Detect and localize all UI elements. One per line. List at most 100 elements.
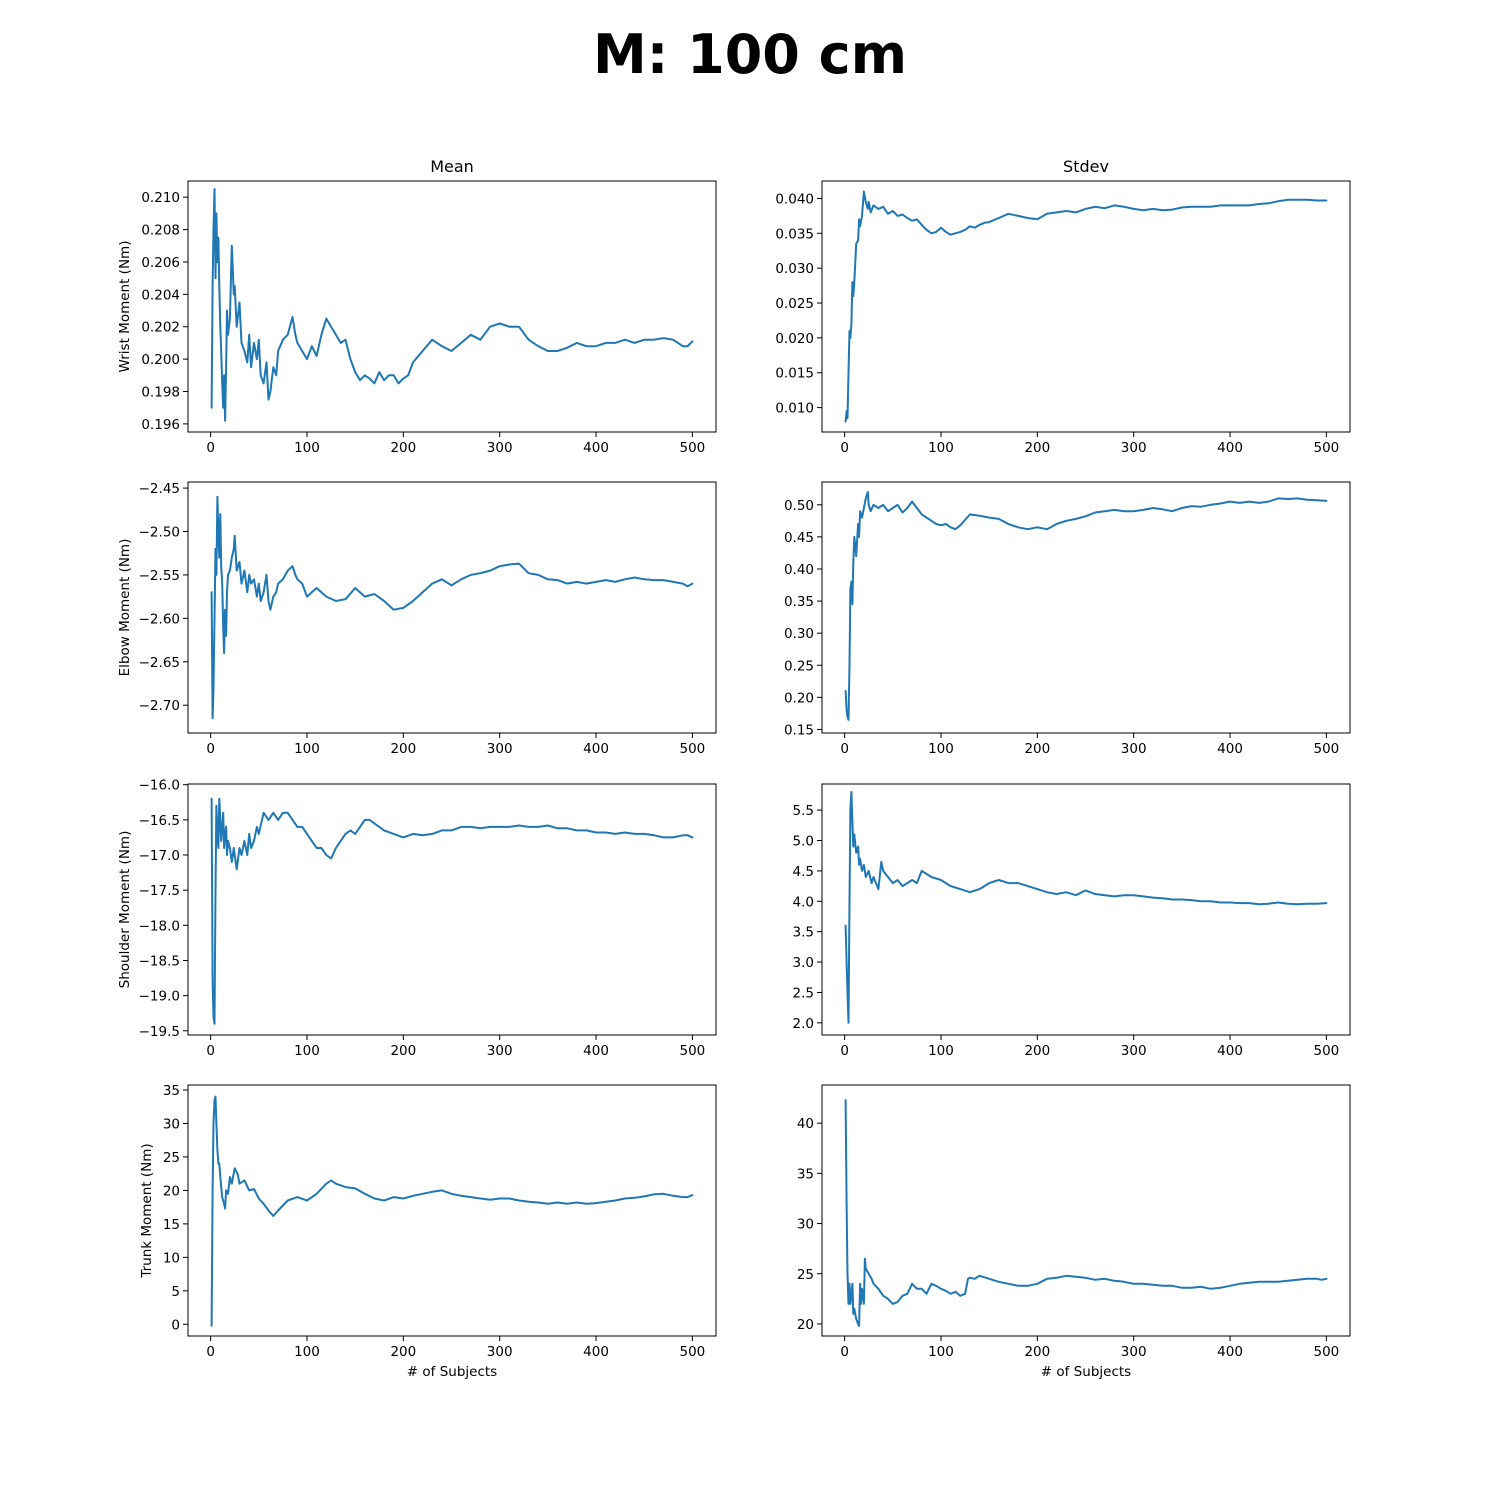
x-tick-label: 300: [1121, 1043, 1147, 1059]
figure-suptitle: M: 100 cm: [593, 23, 907, 86]
y-tick-label: −2.45: [139, 481, 180, 497]
x-tick-label: 300: [487, 1043, 513, 1059]
x-tick-label: 300: [487, 440, 513, 456]
y-tick-label: 0.015: [775, 366, 814, 382]
axes-frame: [187, 1084, 717, 1337]
axes-frame: [821, 1084, 1351, 1337]
x-tick-label: 200: [1024, 440, 1050, 456]
y-tick-label: 0: [171, 1317, 180, 1333]
y-tick-label: −17.5: [139, 883, 180, 899]
y-tick-label: 0.020: [775, 331, 814, 347]
column-title-mean: Mean: [430, 157, 474, 176]
x-tick-label: 500: [1314, 741, 1340, 757]
y-tick-label: −2.55: [139, 568, 180, 584]
y-tick-label: −17.0: [139, 848, 180, 864]
subplot-elbow-mean: 0 100 200 300 400 500 −2.70 −2.65 −2.60 −2.55 −2.5…: [117, 481, 717, 757]
y-tick-label: 2.5: [793, 985, 814, 1001]
x-tick-label: 500: [680, 1344, 706, 1360]
x-tick-label: 200: [390, 1344, 416, 1360]
x-tick-label: 0: [206, 741, 215, 757]
x-tick-label: 0: [206, 1043, 215, 1059]
y-tick-label: −18.5: [139, 953, 180, 969]
subplot-wrist-mean: 0 100 200 300 400 500 0.196 0.198 0.200 0.202 0.20…: [117, 180, 717, 456]
y-tick-label: −19.5: [139, 1024, 180, 1040]
x-tick-label: 100: [294, 440, 320, 456]
axes-frame: [187, 180, 717, 433]
y-tick-label: 0.040: [775, 191, 814, 207]
y-tick-label: 0.010: [775, 401, 814, 417]
x-tick-label: 300: [1121, 1344, 1147, 1360]
series-line-elbow-stdev: [844, 491, 1328, 721]
y-tick-label: 0.030: [775, 261, 814, 277]
y-tick-label: 0.204: [141, 287, 180, 303]
y-tick-label: −2.60: [139, 611, 180, 627]
x-tick-label: 400: [583, 440, 609, 456]
x-tick-label: 400: [583, 1043, 609, 1059]
y-tick-label: 0.40: [784, 562, 814, 578]
x-tick-label: 300: [1121, 440, 1147, 456]
x-tick-label: 200: [390, 1043, 416, 1059]
subplot-elbow-stdev: 0 100 200 300 400 500 0.15 0.20 0.25 0.30 0.35 0.40…: [784, 481, 1351, 757]
y-tick-label: 0.20: [784, 690, 814, 706]
x-tick-label: 100: [928, 440, 954, 456]
x-tick-label: 200: [390, 741, 416, 757]
subplot-trunk-mean: 0 100 200 300 400 500 0 5 10 15 20 25 30 35 Trunk Mome…: [139, 1083, 717, 1380]
x-tick-label: 500: [680, 1043, 706, 1059]
x-tick-label: 0: [840, 741, 849, 757]
series-line-wrist-stdev: [844, 190, 1328, 423]
x-tick-label: 500: [1314, 440, 1340, 456]
axes-frame: [821, 783, 1351, 1036]
y-tick-label: 0.200: [141, 352, 180, 368]
y-tick-label: 3.0: [793, 955, 814, 971]
x-tick-label: 400: [583, 1344, 609, 1360]
y-tick-label: 0.30: [784, 626, 814, 642]
y-tick-label: 10: [163, 1250, 180, 1266]
axes-frame: [187, 783, 717, 1036]
y-tick-label: 5.5: [793, 803, 814, 819]
y-tick-label: 25: [797, 1267, 814, 1283]
x-axis-label: # of Subjects: [407, 1364, 497, 1380]
y-tick-label: 0.206: [141, 255, 180, 271]
x-tick-label: 100: [294, 1344, 320, 1360]
series-line-wrist-mean: [210, 188, 694, 422]
y-tick-label: 35: [797, 1166, 814, 1182]
x-tick-label: 0: [206, 440, 215, 456]
subplot-shoulder-stdev: 0 100 200 300 400 500 2.0 2.5 3.0 3.5 4.0 4.5 5.0 5.5: [793, 783, 1351, 1059]
x-tick-label: 400: [1217, 1344, 1243, 1360]
x-tick-label: 400: [1217, 741, 1243, 757]
y-tick-label: 0.35: [784, 594, 814, 610]
y-tick-label: 3.5: [793, 925, 814, 941]
x-tick-label: 100: [928, 741, 954, 757]
x-tick-label: 400: [1217, 1043, 1243, 1059]
y-tick-label: −2.65: [139, 655, 180, 671]
x-tick-label: 0: [840, 440, 849, 456]
column-title-stdev: Stdev: [1063, 157, 1109, 176]
subplot-grid: 0 100 200 300 400 5000.1960.1980.2000.2020.20…: [117, 180, 1351, 1380]
series-line-trunk-mean: [210, 1095, 694, 1327]
x-tick-label: 500: [1314, 1043, 1340, 1059]
x-tick-label: 100: [294, 741, 320, 757]
y-tick-label: 4.5: [793, 864, 814, 880]
y-tick-label: 0.198: [141, 385, 180, 401]
y-axis-label: Shoulder Moment (Nm): [117, 831, 133, 989]
subplot-shoulder-mean: 0 100 200 300 400 500 −19.5 −19.0 −18.5 −18.0 −17.…: [117, 778, 717, 1059]
series-line-trunk-stdev: [844, 1099, 1328, 1327]
axes-frame: [821, 481, 1351, 734]
x-tick-label: 0: [840, 1344, 849, 1360]
y-tick-label: 0.210: [141, 190, 180, 206]
y-axis-label: Wrist Moment (Nm): [117, 241, 133, 373]
y-tick-label: 30: [163, 1116, 180, 1132]
x-tick-label: 100: [928, 1043, 954, 1059]
x-tick-label: 200: [390, 440, 416, 456]
y-tick-label: 35: [163, 1083, 180, 1099]
y-tick-label: 0.45: [784, 530, 814, 546]
y-tick-label: 4.0: [793, 894, 814, 910]
y-tick-label: −18.0: [139, 918, 180, 934]
y-tick-label: 5: [171, 1284, 180, 1300]
y-tick-label: 0.15: [784, 722, 814, 738]
x-tick-label: 200: [1024, 1043, 1050, 1059]
y-tick-label: 20: [163, 1183, 180, 1199]
y-tick-label: 0.196: [141, 417, 180, 433]
